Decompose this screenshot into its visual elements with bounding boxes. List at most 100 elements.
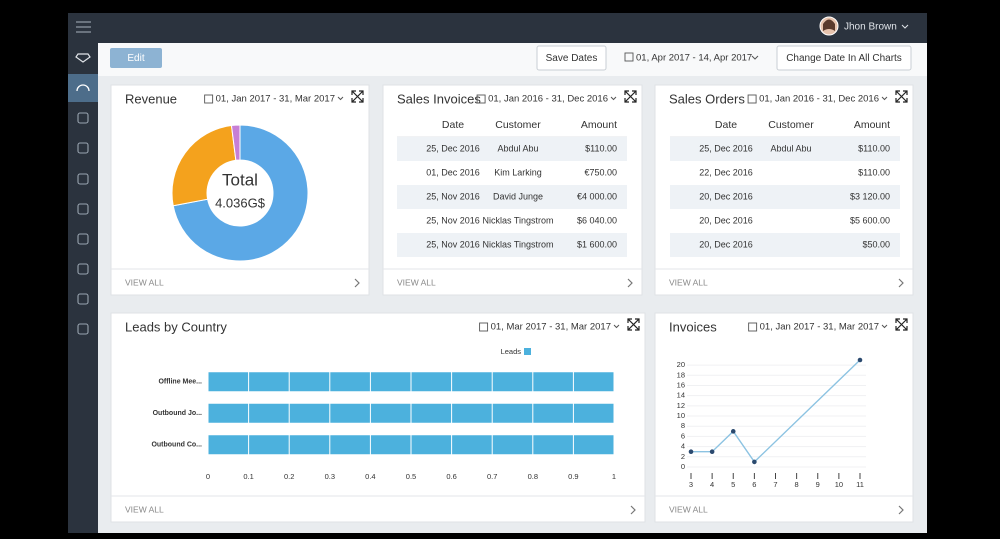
chevron <box>751 55 759 60</box>
sidebar-item[interactable] <box>77 173 89 185</box>
x-tick-label: 0.8 <box>528 472 538 481</box>
x-tick-label: 0.6 <box>446 472 456 481</box>
table-cell: Nicklas Tingstrom <box>482 215 553 225</box>
sidebar-item[interactable] <box>75 53 91 63</box>
date-picker[interactable]: 01, Jan 2017 - 31, Mar 2017 <box>748 322 888 333</box>
center-label: Total <box>222 170 258 189</box>
point <box>730 429 736 434</box>
center-value: 4.036G$ <box>215 195 266 210</box>
expand-icon[interactable] <box>895 90 908 103</box>
table-cell: 20, Dec 2016 <box>699 239 753 249</box>
date-picker[interactable]: 01, Jan 2017 - 31, Mar 2017 <box>204 94 344 105</box>
sidebar-item[interactable] <box>77 293 89 305</box>
table-cell: David Junge <box>493 191 543 201</box>
expand-icon[interactable] <box>627 318 640 331</box>
date-range-picker[interactable]: 01, Apr 2017 - 14, Apr 2017 <box>624 52 759 64</box>
user-menu[interactable]: Jhon Brown <box>819 16 909 36</box>
x-tick-label: 0 <box>206 472 210 481</box>
x-tick-label: 11 <box>856 480 864 489</box>
date-range: 01, Jan 2017 - 31, Mar 2017 <box>760 322 879 333</box>
y-tick-label: Offline Mee... <box>158 379 202 386</box>
chevron <box>901 24 909 29</box>
sidebar <box>68 43 98 533</box>
table-cell: 25, Dec 2016 <box>426 143 480 153</box>
x-tick-label: 5 <box>731 480 735 489</box>
sidebar-item[interactable] <box>77 203 89 215</box>
row-stripe <box>397 137 627 161</box>
date-picker[interactable]: 01, Jan 2016 - 31, Dec 2016 <box>747 94 888 105</box>
calendar-icon <box>747 94 757 104</box>
icon <box>77 173 89 185</box>
edit-button[interactable]: Edit <box>110 48 162 68</box>
change-date-button[interactable]: Change Date In All Charts <box>776 45 912 71</box>
x-tick-label: 0.5 <box>406 472 416 481</box>
view-all-link[interactable]: VIEW ALL <box>397 277 633 288</box>
x-tick-label: 9 <box>816 480 820 489</box>
x-tick-label: 7 <box>773 480 777 489</box>
panel-bg <box>110 84 370 296</box>
column-header: Amount <box>581 119 617 131</box>
sidebar-item[interactable] <box>77 323 89 335</box>
calendar-icon <box>624 52 634 62</box>
sidebar-item[interactable] <box>77 233 89 245</box>
column-header: Customer <box>495 119 541 131</box>
sidebar-item[interactable] <box>77 142 89 154</box>
panel-title: Leads by Country <box>125 319 227 334</box>
chevron-right <box>627 278 633 288</box>
table-cell: €4 000.00 <box>577 191 617 201</box>
icon <box>77 142 89 154</box>
date-range: 01, Jan 2017 - 31, Mar 2017 <box>216 94 335 105</box>
x-tick-label: 0.9 <box>568 472 578 481</box>
sidebar-item[interactable] <box>77 263 89 275</box>
expand-icon[interactable] <box>895 318 908 331</box>
date-picker[interactable]: 01, Mar 2017 - 31, Mar 2017 <box>479 322 620 333</box>
table-cell: $110.00 <box>585 143 617 153</box>
row-stripe <box>670 185 900 209</box>
table-cell: 25, Nov 2016 <box>426 239 480 249</box>
icon <box>76 84 90 92</box>
expand-icon[interactable] <box>351 90 364 103</box>
view-all-link[interactable]: VIEW ALL <box>125 504 636 515</box>
view-all-link[interactable]: VIEW ALL <box>125 277 360 288</box>
table-cell: €750.00 <box>584 167 617 177</box>
table-cell: $6 040.00 <box>577 215 617 225</box>
icon <box>77 112 89 124</box>
x-tick-label: 3 <box>689 480 693 489</box>
y-tick-label: Outbound Jo... <box>153 410 202 417</box>
sidebar-item[interactable] <box>77 112 89 124</box>
button-bg <box>110 48 162 68</box>
x-tick-label: 10 <box>835 480 843 489</box>
table-cell: $5 600.00 <box>850 215 890 225</box>
legend-label: Leads <box>501 347 522 356</box>
button-bg <box>776 45 912 71</box>
view-all-link[interactable]: VIEW ALL <box>669 504 904 515</box>
table-cell: $110.00 <box>858 167 890 177</box>
expand-icon[interactable] <box>624 90 637 103</box>
panel-title: Sales Invoices <box>397 91 481 106</box>
icon <box>77 263 89 275</box>
chevron-right <box>898 505 904 515</box>
x-tick-label: 0.1 <box>243 472 253 481</box>
table-cell: $1 600.00 <box>577 239 617 249</box>
panel-title: Invoices <box>669 319 717 334</box>
table-cell: Kim Larking <box>494 167 542 177</box>
x-tick-label: 8 <box>795 480 799 489</box>
date-picker[interactable]: 01, Jan 2016 - 31, Dec 2016 <box>476 94 617 105</box>
point <box>688 449 694 455</box>
menu-button[interactable] <box>76 21 91 33</box>
y-tick-label: 6 <box>681 431 685 440</box>
calendar-icon <box>748 322 758 332</box>
column-header: Date <box>715 119 737 131</box>
icon <box>77 293 89 305</box>
panel: Invoices 01, Jan 2017 - 31, Mar 2017 VIEW … <box>654 312 914 523</box>
calendar-icon <box>204 94 214 104</box>
x-tick-label: 0.2 <box>284 472 294 481</box>
top-bar <box>68 13 927 43</box>
view-all-link[interactable]: VIEW ALL <box>669 277 904 288</box>
chevron <box>613 324 620 329</box>
save-dates-button[interactable]: Save Dates <box>536 45 607 71</box>
sidebar-item[interactable] <box>76 84 90 92</box>
y-tick-label: 18 <box>677 370 685 379</box>
x-tick-label: 6 <box>752 480 756 489</box>
column-header: Amount <box>854 119 890 131</box>
